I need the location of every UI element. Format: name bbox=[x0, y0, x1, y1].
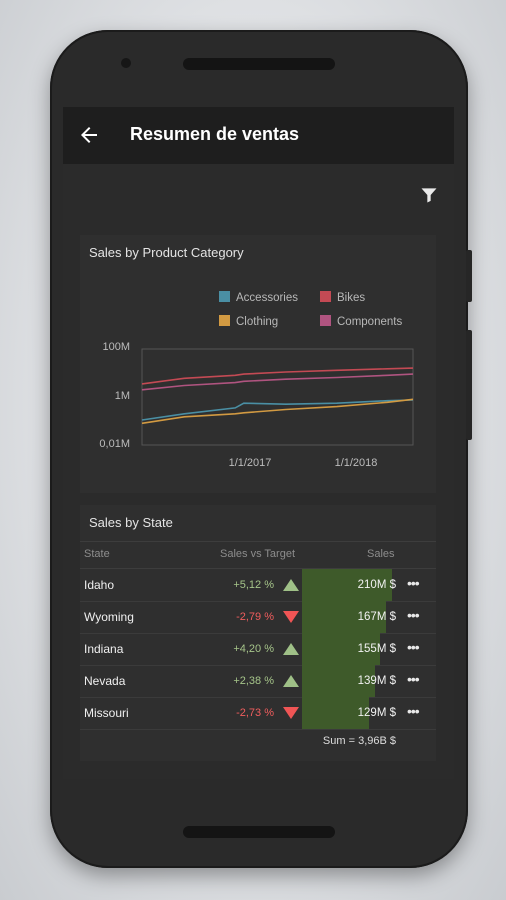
series-line-accessories bbox=[141, 399, 414, 421]
y-tick-label: 1M bbox=[115, 390, 130, 402]
sales-vs-target-value: +5,12 % bbox=[233, 579, 274, 591]
sales-by-state-card: Sales by State State Sales vs Target Sal… bbox=[80, 505, 436, 761]
volume-button bbox=[466, 330, 472, 440]
sales-bar bbox=[302, 665, 375, 697]
power-button bbox=[466, 250, 472, 302]
trend-up-icon bbox=[283, 675, 299, 687]
sales-value: 155M $ bbox=[357, 643, 396, 655]
legend-item-components[interactable]: Components bbox=[320, 315, 402, 328]
front-camera bbox=[121, 58, 131, 68]
legend-label: Components bbox=[337, 316, 403, 328]
state-name: Missouri bbox=[84, 706, 129, 720]
column-header-sales[interactable]: Sales bbox=[367, 548, 395, 560]
legend-label: Clothing bbox=[236, 316, 279, 328]
legend-item-clothing[interactable]: Clothing bbox=[219, 315, 278, 328]
arrow-back-icon[interactable] bbox=[77, 123, 101, 147]
state-name: Indiana bbox=[84, 642, 124, 656]
legend-swatch bbox=[219, 291, 230, 302]
sales-vs-target-value: -2,73 % bbox=[236, 707, 274, 719]
table-title: Sales by State bbox=[89, 515, 173, 530]
state-name: Nevada bbox=[84, 674, 126, 688]
series-lines bbox=[141, 367, 414, 425]
legend-swatch bbox=[320, 315, 331, 326]
more-horizontal-icon[interactable]: ••• bbox=[407, 671, 420, 687]
series-line-components bbox=[141, 373, 414, 391]
sales-bar bbox=[302, 633, 380, 665]
more-horizontal-icon[interactable]: ••• bbox=[407, 703, 420, 719]
sales-sum: Sum = 3,96B $ bbox=[322, 735, 396, 747]
column-header-state[interactable]: State bbox=[84, 548, 110, 560]
chart-title: Sales by Product Category bbox=[89, 245, 244, 260]
more-horizontal-icon[interactable]: ••• bbox=[407, 607, 420, 623]
trend-up-icon bbox=[283, 643, 299, 655]
bottom-speaker bbox=[183, 826, 335, 838]
legend-label: Bikes bbox=[337, 292, 366, 304]
sales-bar bbox=[302, 569, 392, 601]
state-name: Wyoming bbox=[84, 610, 134, 624]
sales-by-product-category-card: Sales by Product Category Accessories Bi… bbox=[80, 235, 436, 493]
table-row[interactable]: Wyoming -2,79 % 167M $ ••• bbox=[80, 601, 436, 634]
sales-value: 167M $ bbox=[357, 611, 396, 623]
legend-item-accessories[interactable]: Accessories bbox=[219, 291, 298, 304]
column-header-sales-vs-target[interactable]: Sales vs Target bbox=[220, 548, 296, 560]
app-screen: Resumen de ventas Sales by Product Categ… bbox=[63, 107, 454, 779]
sales-value: 210M $ bbox=[357, 579, 396, 591]
legend-swatch bbox=[320, 291, 331, 302]
legend-label: Accessories bbox=[236, 292, 298, 304]
sales-bar bbox=[302, 601, 386, 633]
sales-vs-target-value: +2,38 % bbox=[233, 675, 274, 687]
table-row[interactable]: Missouri -2,73 % 129M $ ••• bbox=[80, 697, 436, 730]
state-name: Idaho bbox=[84, 578, 115, 592]
y-tick-label: 100M bbox=[102, 341, 130, 353]
legend-swatch bbox=[219, 315, 230, 326]
app-bar: Resumen de ventas bbox=[63, 107, 454, 164]
x-tick-label: 1/1/2017 bbox=[229, 457, 272, 469]
table-row[interactable]: Indiana +4,20 % 155M $ ••• bbox=[80, 633, 436, 666]
y-tick-label: 0,01M bbox=[99, 438, 130, 450]
sales-vs-target-value: +4,20 % bbox=[233, 643, 274, 655]
trend-down-icon bbox=[283, 707, 299, 719]
legend-item-bikes[interactable]: Bikes bbox=[320, 291, 365, 304]
table-row[interactable]: Idaho +5,12 % 210M $ ••• bbox=[80, 569, 436, 602]
sales-bar bbox=[302, 697, 369, 729]
sales-value: 139M $ bbox=[357, 675, 396, 687]
filter-icon[interactable] bbox=[419, 185, 439, 205]
table-header: State Sales vs Target Sales bbox=[80, 541, 436, 569]
sales-value: 129M $ bbox=[357, 707, 396, 719]
more-horizontal-icon[interactable]: ••• bbox=[407, 639, 420, 655]
series-line-clothing bbox=[141, 398, 414, 425]
plot-area bbox=[141, 348, 414, 446]
top-speaker bbox=[183, 58, 335, 70]
more-horizontal-icon[interactable]: ••• bbox=[407, 575, 420, 591]
page-title: Resumen de ventas bbox=[130, 124, 300, 144]
series-line-bikes bbox=[141, 367, 414, 385]
line-chart: 100M 1M 0,01M 1/1/2017 1/1/2018 bbox=[99, 341, 414, 469]
trend-down-icon bbox=[283, 611, 299, 623]
trend-up-icon bbox=[283, 579, 299, 591]
x-tick-label: 1/1/2018 bbox=[335, 457, 378, 469]
table-row[interactable]: Nevada +2,38 % 139M $ ••• bbox=[80, 665, 436, 698]
sales-vs-target-value: -2,79 % bbox=[236, 611, 274, 623]
